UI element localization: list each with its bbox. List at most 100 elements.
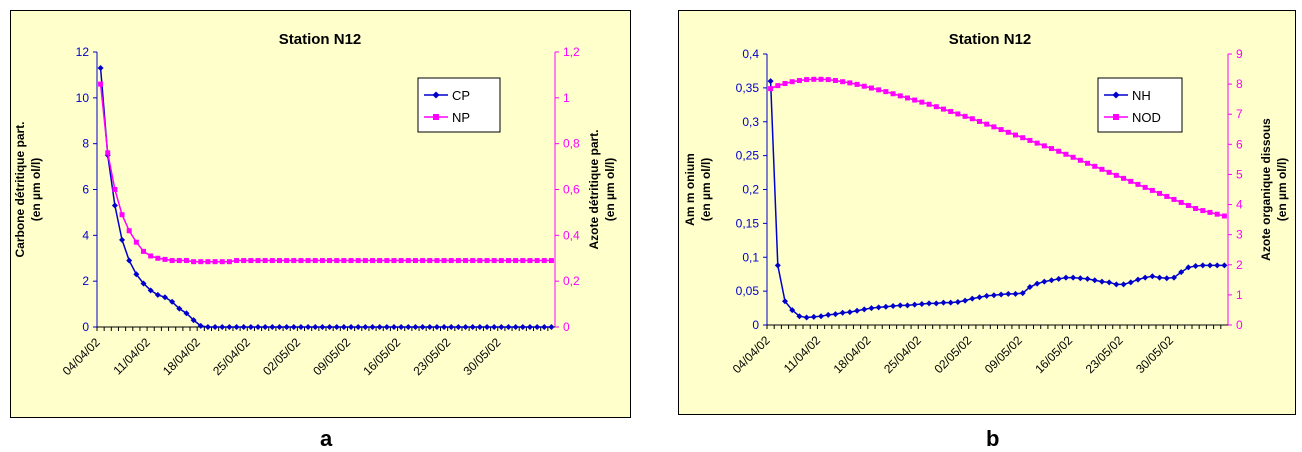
chart-b-series-nh-point [1062, 274, 1069, 281]
chart-b-series-nod-point [1099, 166, 1105, 172]
chart-b-series-nh-point [846, 309, 853, 316]
chart-a-xtick-label: 30/05/02 [461, 335, 504, 378]
chart-a-series-cp-point [154, 291, 161, 298]
chart-a-y2tick-label: 0,6 [563, 183, 580, 197]
chart-b-y2label-line: Azote organique dissous [1259, 118, 1273, 261]
chart-b-series-nh-point [940, 299, 947, 306]
chart-b-ytick-label: 0,35 [736, 81, 760, 95]
chart-a-series-cp-point [169, 298, 176, 305]
chart-b-y2tick-label: 7 [1236, 107, 1243, 121]
chart-b-series-nh-point [818, 313, 825, 320]
chart-a-xtick-label: 09/05/02 [310, 335, 353, 378]
chart-a-series-np-point [362, 258, 368, 264]
chart-a-series-np-point [391, 258, 397, 264]
chart-a-series-np-point [470, 258, 476, 264]
chart-a-series-np-point [141, 248, 147, 254]
chart-b-series-nod-point [789, 79, 795, 85]
chart-b-series-nod-point [904, 95, 910, 101]
chart-b-series-nod-line [770, 78, 1225, 217]
chart-a-series-cp-point [176, 305, 183, 312]
chart-a-series-cp-point [484, 324, 491, 330]
chart-a-series-cp-point [441, 324, 448, 330]
chart-a-series-cp-point [390, 324, 397, 330]
chart-b-series-nh-point [1178, 269, 1185, 276]
chart-a-series-np-point [534, 258, 540, 264]
chart-a-series-np-point [405, 258, 411, 264]
chart-b-ytick-label: 0 [752, 318, 759, 332]
chart-a-series-np-point [520, 258, 526, 264]
chart-b-ytick-label: 0,25 [736, 149, 760, 163]
chart-a-series-np-point [455, 258, 461, 264]
chart-a-series-np-point [176, 258, 182, 264]
chart-b-series-nod-point [1077, 157, 1083, 163]
chart-b-series-nh-point [1134, 276, 1141, 283]
chart-b-series-nod-point [1020, 135, 1026, 141]
chart-a-series-np-point [148, 253, 154, 259]
chart-b-series-nod-point [1214, 211, 1220, 217]
chart-a-series-np-point [319, 258, 325, 264]
chart-b-y2tick-label: 0 [1236, 318, 1243, 332]
chart-a-series-cp-point [534, 324, 541, 330]
chart-a-series-cp-point [219, 324, 226, 330]
chart-a-y2tick-label: 0 [563, 320, 570, 334]
chart-a-series-np-point [505, 258, 511, 264]
chart-a-xtick-label: 18/04/02 [160, 335, 203, 378]
chart-b-series-nh-point [1113, 281, 1120, 288]
chart-a-series-cp-point [290, 324, 297, 330]
chart-b-series-nod-point [1034, 140, 1040, 146]
chart-a-series-cp-point [240, 324, 247, 330]
chart-a-xtick-label: 25/04/02 [210, 335, 253, 378]
chart-b-xtick-label: 04/04/02 [730, 333, 773, 376]
chart-b-legend-swatch-marker [1113, 114, 1119, 120]
chart-b-xtick-label: 18/04/02 [831, 333, 874, 376]
chart-a-series-np-point [198, 259, 204, 265]
chart-b-series-nod-point [796, 77, 802, 83]
chart-a-series-np-point [112, 187, 118, 192]
chart-a-series-np-point [370, 258, 376, 264]
chart-b-series-nod-point [1005, 129, 1011, 135]
chart-b-series-nh-point [911, 301, 918, 308]
chart-a-series-np-point [262, 258, 268, 264]
chart-b-series-nh-point [789, 307, 796, 314]
chart-b-series-nod-point [804, 77, 810, 83]
chart-b-series-nod-point [1135, 181, 1141, 187]
chart-a-series-cp-line [99, 67, 552, 328]
chart-a-series-cp-point [541, 324, 548, 330]
chart-b-series-nh-point [1120, 281, 1127, 288]
chart-a-series-cp-point [297, 324, 304, 330]
chart-b-series-nod-point [825, 77, 831, 83]
chart-b-series-nod-point [854, 81, 860, 87]
chart-b-series-nh-point [1041, 278, 1048, 285]
chart-b-series-nh-point [954, 298, 961, 305]
chart-a-series-np-point [119, 212, 125, 218]
chart-a-title: Station N12 [279, 31, 362, 48]
chart-b-series-nh-point [854, 307, 861, 314]
chart-a-y2label-line: (en µm ol/l) [603, 158, 617, 222]
chart-a-series-np-point [434, 258, 440, 264]
chart-b-legend-swatch-marker [1112, 91, 1120, 99]
chart-a-series-np-point [548, 258, 554, 264]
chart-b-series-nod-point [775, 83, 781, 89]
chart-a-series-np-point [448, 258, 454, 264]
chart-a-series-np-point [212, 259, 218, 265]
chart-b-series-nh-point [1163, 275, 1170, 282]
chart-a-y2tick-label: 0,4 [563, 228, 580, 242]
panel-label-b: b [986, 426, 1000, 451]
chart-b-series-nod-point [890, 91, 896, 97]
chart-a-series-cp-point [412, 324, 419, 330]
chart-a-series-np-point [527, 258, 533, 264]
chart-a-series-cp-point [212, 324, 219, 330]
chart-b-series-nod-point [962, 113, 968, 119]
chart-b-y2label-line: (en µm ol/l) [1275, 158, 1289, 222]
chart-b-series-nh-point [962, 297, 969, 304]
chart-b-series-nh-point [767, 78, 774, 85]
chart-a-series-cp-point [383, 324, 390, 330]
chart-b-series-nod-point [782, 81, 788, 87]
chart-a-series-cp-point [462, 324, 469, 330]
chart-a-xtick-label: 11/04/02 [110, 335, 153, 378]
chart-a-series-cp-point [97, 65, 104, 72]
chart-a-series-cp-point [405, 324, 412, 330]
chart-a-series-np-point [105, 150, 111, 156]
chart-b-series-nod-point [1063, 151, 1069, 157]
chart-b-y2tick-label: 6 [1236, 137, 1243, 151]
